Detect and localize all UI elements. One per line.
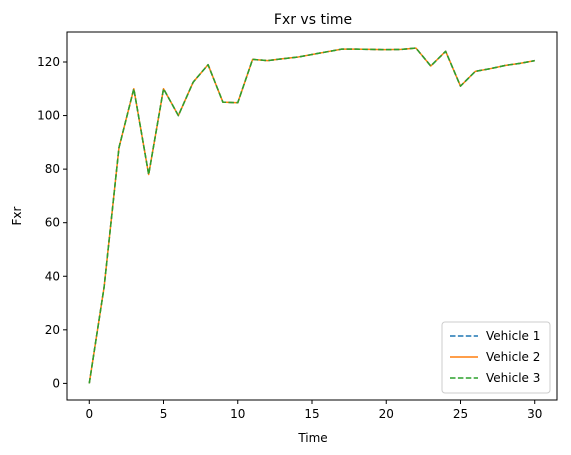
x-tick-label: 15 <box>304 407 319 421</box>
x-tick-label: 5 <box>160 407 168 421</box>
legend-label-vehicle-3: Vehicle 3 <box>486 371 540 385</box>
y-tick-label: 60 <box>45 216 60 230</box>
y-tick-label: 100 <box>37 109 60 123</box>
chart-title: Fxr vs time <box>274 12 352 28</box>
series-line-vehicle-3 <box>88 47 535 384</box>
y-tick-label: 40 <box>45 269 60 283</box>
x-tick-label: 0 <box>85 407 93 421</box>
legend-box <box>441 321 551 394</box>
y-axis-label: Fxr <box>10 206 24 225</box>
y-tick-label: 80 <box>45 162 60 176</box>
x-tick-label: 20 <box>379 407 394 421</box>
legend: Vehicle 1 Vehicle 2 Vehicle 3 <box>441 321 551 394</box>
y-tick-label: 120 <box>37 55 60 69</box>
plot-layer <box>88 47 535 384</box>
legend-label-vehicle-1: Vehicle 1 <box>486 329 540 343</box>
x-axis-label: Time <box>297 431 327 445</box>
x-tick-label: 10 <box>230 407 245 421</box>
y-tick-label: 0 <box>52 376 60 390</box>
ticks-layer: 0 5 10 15 20 25 30 0 20 40 60 80 100 120 <box>37 55 542 421</box>
x-tick-label: 30 <box>527 407 542 421</box>
y-tick-label: 20 <box>45 323 60 337</box>
legend-label-vehicle-2: Vehicle 2 <box>486 350 540 364</box>
x-tick-label: 25 <box>453 407 468 421</box>
